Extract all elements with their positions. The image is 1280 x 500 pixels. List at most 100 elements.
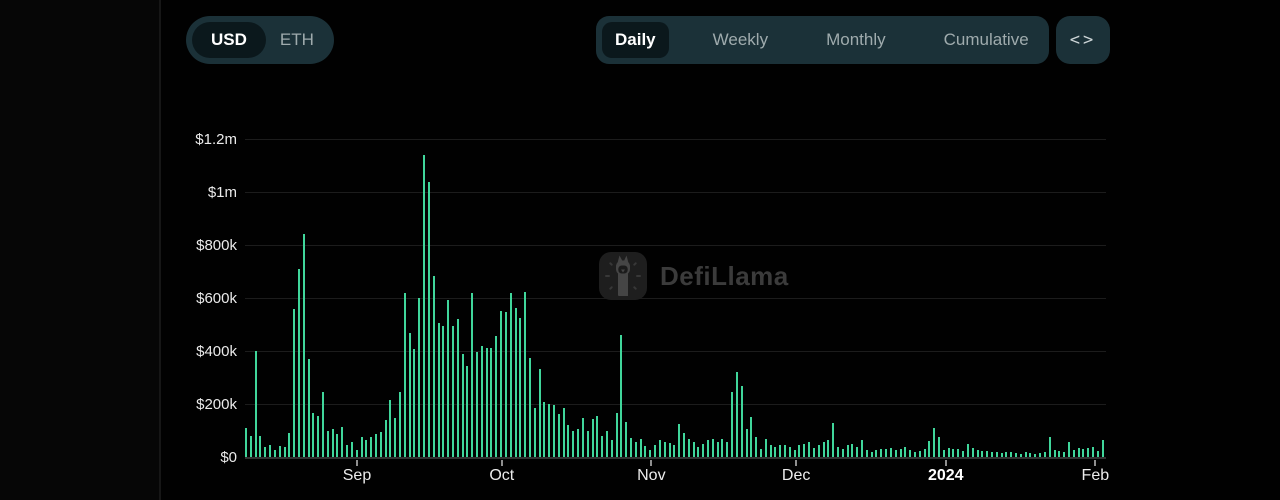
bar	[528, 358, 531, 457]
x-axis-tick	[355, 460, 358, 466]
bar	[981, 451, 984, 457]
bar	[784, 444, 786, 457]
watermark: DefiLlama	[598, 251, 789, 301]
bar	[687, 438, 690, 457]
bar	[1015, 453, 1017, 457]
bar	[1101, 440, 1104, 457]
bar	[553, 404, 555, 457]
period-tab-cumulative[interactable]: Cumulative	[930, 22, 1043, 58]
bar	[432, 276, 435, 457]
bar	[1043, 452, 1046, 457]
bar	[423, 154, 426, 457]
bar	[577, 428, 580, 457]
chart-plot[interactable]	[245, 139, 1106, 457]
bar	[509, 292, 512, 457]
bar	[1067, 442, 1070, 457]
bar	[495, 335, 498, 457]
bar	[480, 345, 483, 457]
bar	[447, 299, 450, 457]
period-tab-monthly[interactable]: Monthly	[812, 22, 900, 58]
bar	[269, 445, 272, 457]
bar	[543, 402, 546, 457]
bar	[1063, 451, 1066, 457]
bar	[779, 445, 782, 457]
bar	[904, 446, 907, 457]
bar	[591, 418, 594, 457]
bar	[692, 442, 695, 457]
period-tab-daily[interactable]: Daily	[602, 22, 669, 58]
x-axis-line	[245, 457, 1106, 459]
bar	[1058, 451, 1061, 457]
bar	[952, 449, 955, 457]
bar	[832, 423, 835, 457]
bar	[644, 446, 647, 457]
bar	[1010, 451, 1013, 457]
y-axis-label: $200k	[196, 395, 237, 413]
bar	[735, 372, 738, 457]
bar	[293, 308, 296, 457]
bar	[471, 292, 474, 457]
y-axis-label: $800k	[196, 236, 237, 254]
bar	[976, 450, 979, 457]
bar	[1092, 446, 1094, 457]
bar	[586, 430, 589, 457]
bar	[899, 448, 902, 457]
y-axis-label: $400k	[196, 342, 237, 360]
bar	[1039, 453, 1042, 457]
bar	[504, 312, 507, 457]
bar	[721, 438, 724, 457]
bar	[442, 325, 445, 457]
bar	[1072, 450, 1075, 457]
bar	[880, 449, 883, 457]
period-tab-weekly[interactable]: Weekly	[699, 22, 782, 58]
bar	[336, 434, 339, 457]
x-axis-tick	[795, 460, 798, 466]
bar	[341, 426, 344, 457]
bar	[682, 432, 685, 457]
bar	[1053, 450, 1056, 457]
bar	[1077, 448, 1080, 457]
bar	[798, 445, 801, 457]
bar	[456, 319, 459, 457]
bar	[350, 442, 353, 457]
bar	[668, 442, 671, 457]
embed-code-button[interactable]: <>	[1056, 16, 1110, 64]
bar	[885, 448, 888, 457]
bar	[331, 429, 334, 457]
bar	[317, 415, 320, 457]
bar	[663, 442, 666, 457]
bar	[1029, 453, 1032, 457]
x-axis-label: Oct	[489, 467, 515, 484]
currency-option-eth[interactable]: ETH	[266, 22, 328, 58]
gridline	[245, 298, 1106, 299]
y-axis-label: $1.2m	[195, 130, 237, 148]
x-axis-label: 2024	[927, 467, 964, 484]
currency-option-usd[interactable]: USD	[192, 22, 266, 58]
bar	[649, 450, 652, 457]
bar	[249, 435, 252, 457]
bar	[957, 448, 960, 457]
bar	[346, 445, 349, 457]
bar	[971, 448, 974, 457]
bar	[808, 442, 811, 457]
bar	[745, 428, 748, 457]
bar	[283, 447, 286, 457]
bar	[394, 418, 397, 457]
bar	[476, 352, 478, 457]
y-axis-label: $600k	[196, 289, 237, 307]
bar	[990, 452, 993, 457]
bar	[1024, 452, 1027, 457]
gridline	[245, 192, 1106, 193]
bar	[596, 416, 599, 457]
bar	[856, 446, 859, 457]
bar	[966, 443, 969, 457]
bar	[413, 349, 416, 457]
bar	[1000, 453, 1003, 457]
bar	[769, 445, 772, 457]
y-axis-label: $0	[220, 448, 237, 466]
bar	[750, 417, 753, 457]
x-axis-tick	[1094, 460, 1097, 466]
bar	[384, 419, 387, 457]
bar	[986, 451, 989, 457]
bar	[817, 445, 820, 457]
